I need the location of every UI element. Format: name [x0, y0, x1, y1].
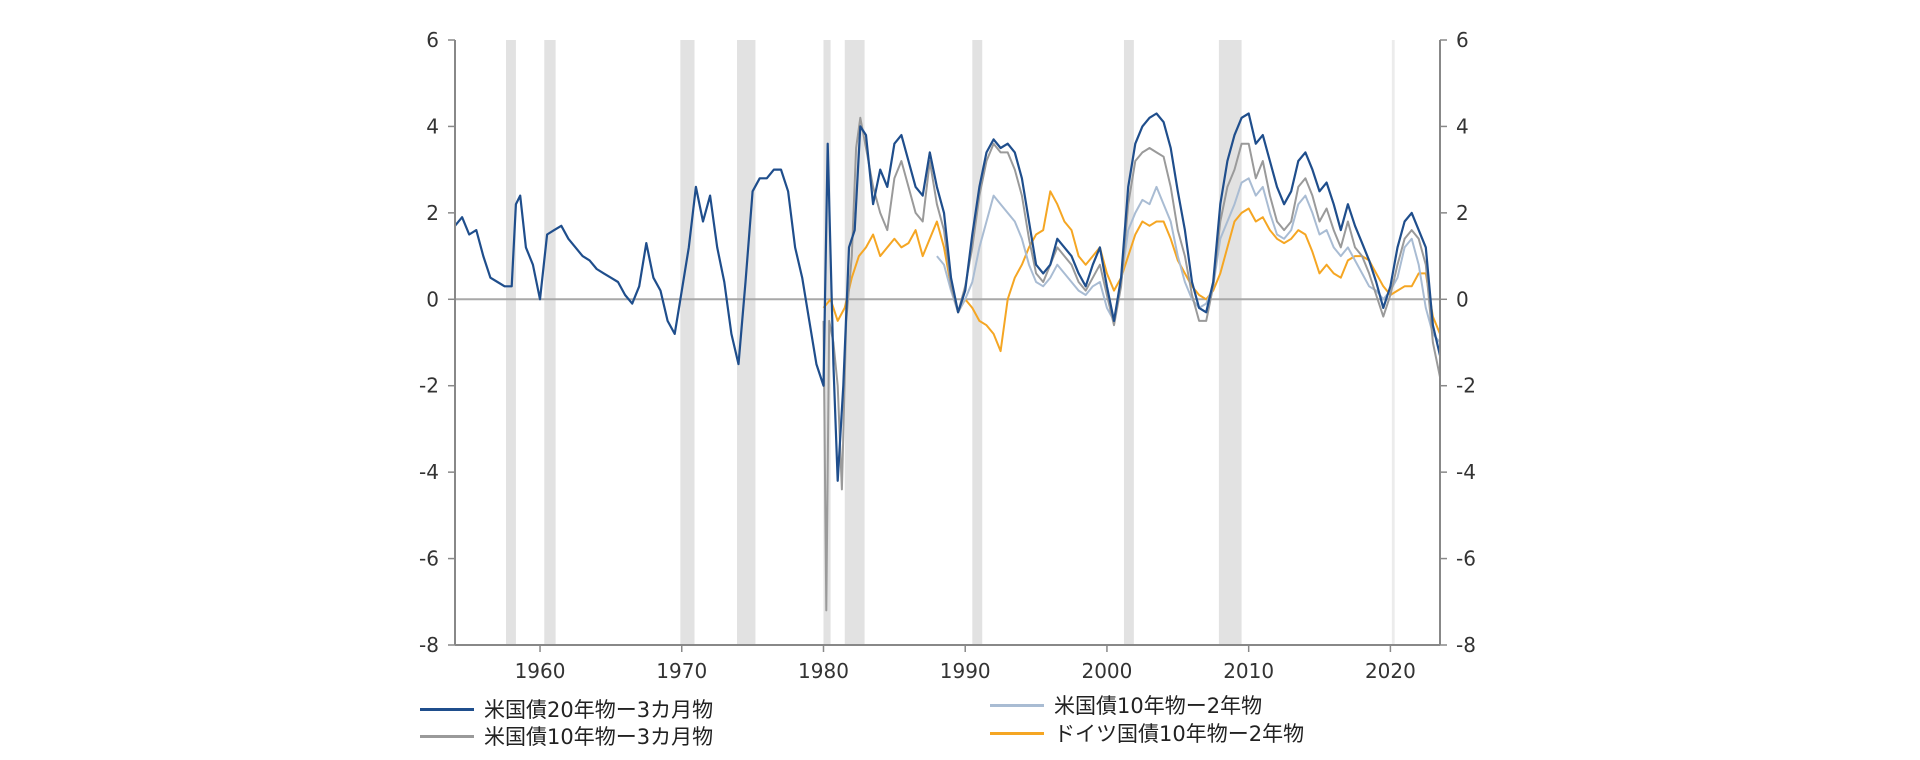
- x-tick-label: 1970: [656, 659, 707, 683]
- x-tick-label: 1980: [798, 659, 849, 683]
- x-tick-label: 2010: [1223, 659, 1274, 683]
- y-tick-label-right: 4: [1456, 114, 1469, 138]
- y-tick-label-right: 6: [1456, 28, 1469, 52]
- legend-swatch-us10y-2y: [990, 703, 1044, 707]
- recession-band: [844, 40, 865, 645]
- recession-band: [544, 40, 556, 645]
- legend-item-de10y-2y: ドイツ国債10年物ー2年物: [990, 718, 1304, 748]
- legend-label-us10y-3m: 米国債10年物ー3カ月物: [484, 725, 714, 749]
- y-tick-label-right: -8: [1456, 633, 1476, 657]
- y-tick-label-right: -4: [1456, 460, 1476, 484]
- y-axis-left: -8 -6 -4 -2 0 2 4 6: [419, 28, 455, 657]
- legend-swatch-us20y-3m: [420, 707, 474, 711]
- y-tick-label-left: 0: [426, 287, 439, 311]
- legend-label-de10y-2y: ドイツ国債10年物ー2年物: [1054, 722, 1305, 746]
- legend-item-us10y-2y: 米国債10年物ー2年物: [990, 690, 1262, 720]
- series-lines: [454, 112, 1442, 612]
- y-tick-label-left: 2: [426, 201, 439, 225]
- legend-swatch-de10y-2y: [990, 731, 1044, 735]
- recession-band: [506, 40, 516, 645]
- recession-band: [737, 40, 756, 645]
- legend-label-us10y-2y: 米国債10年物ー2年物: [1054, 694, 1263, 718]
- x-tick-label: 2020: [1365, 659, 1416, 683]
- series-line-3: [822, 190, 1441, 353]
- series-line-0: [454, 112, 1442, 482]
- y-tick-label-left: 6: [426, 28, 439, 52]
- y-tick-label-right: -6: [1456, 547, 1476, 571]
- y-tick-label-left: -4: [419, 460, 439, 484]
- legend-item-us10y-3m: 米国債10年物ー3カ月物: [420, 721, 713, 751]
- legend-swatch-us10y-3m: [420, 734, 474, 738]
- x-tick-label: 2000: [1081, 659, 1132, 683]
- recession-band: [680, 40, 695, 645]
- x-tick-label: 1990: [940, 659, 991, 683]
- y-tick-label-right: -2: [1456, 374, 1476, 398]
- x-axis: 1960 1970 1980 1990 2000 2010 2020: [515, 645, 1416, 683]
- legend-item-us20y-3m: 米国債20年物ー3カ月物: [420, 694, 713, 724]
- recession-band: [1218, 40, 1242, 645]
- legend-label-us20y-3m: 米国債20年物ー3カ月物: [484, 698, 714, 722]
- axes: [454, 40, 1441, 646]
- y-tick-label-left: 4: [426, 114, 439, 138]
- y-tick-label-right: 2: [1456, 201, 1469, 225]
- recession-band: [823, 40, 831, 645]
- recession-bands: [506, 40, 1395, 645]
- y-tick-label-left: -2: [419, 374, 439, 398]
- x-tick-label: 1960: [515, 659, 566, 683]
- recession-band: [972, 40, 983, 645]
- y-axis-right: -8 -6 -4 -2 0 2 4 6: [1440, 28, 1476, 657]
- recession-band: [1391, 40, 1395, 645]
- recession-band: [1123, 40, 1134, 645]
- series-line-2: [936, 177, 1441, 344]
- y-tick-label-right: 0: [1456, 287, 1469, 311]
- y-tick-label-left: -6: [419, 547, 439, 571]
- y-tick-label-left: -8: [419, 633, 439, 657]
